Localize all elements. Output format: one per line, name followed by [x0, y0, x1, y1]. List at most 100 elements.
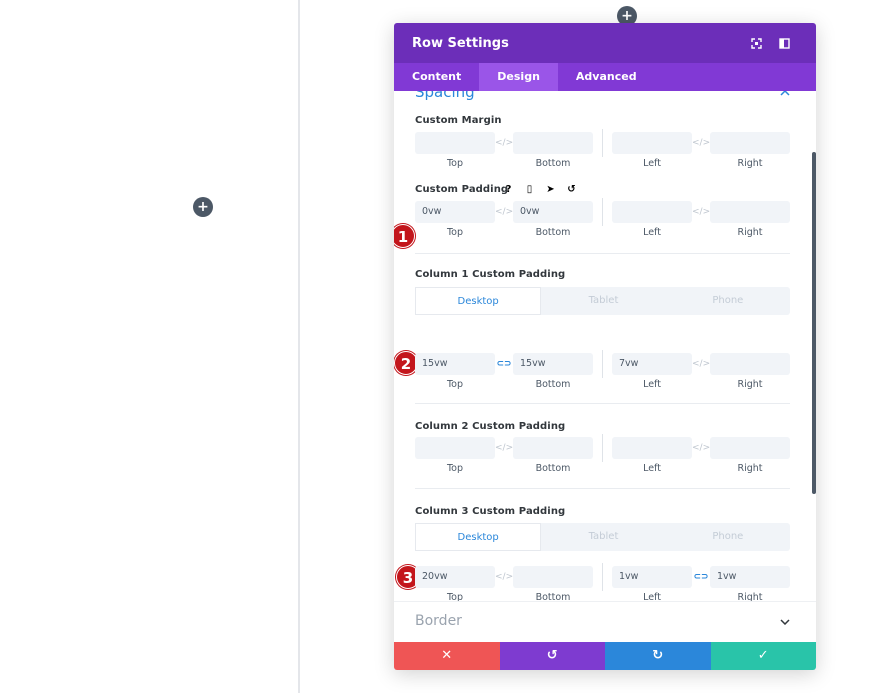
border-section-title[interactable]: Border — [415, 613, 462, 629]
col3-padding-row: 20vw </> 1vw ⊂⊃ 1vw Top Bottom Left Righ… — [415, 563, 790, 601]
modal-footer: ✕ ↺ ↻ ✓ — [394, 642, 816, 670]
col2-left-input[interactable] — [612, 437, 692, 459]
expand-icon[interactable] — [742, 33, 770, 53]
sub-label-bottom: Bottom — [535, 158, 571, 169]
divider — [602, 129, 603, 157]
sub-label-left: Left — [643, 592, 661, 601]
sub-label-bottom: Bottom — [535, 463, 571, 474]
sub-label-bottom: Bottom — [535, 227, 571, 238]
padding-option-icons: ? ▯ ➤ ↺ — [502, 184, 578, 195]
spacing-section-title[interactable]: Spacing — [415, 91, 475, 101]
row-settings-modal: Row Settings Content Design Advanced Spa… — [394, 23, 816, 670]
sub-label-left: Left — [643, 158, 661, 169]
sub-label-bottom: Bottom — [535, 379, 571, 390]
tab-design[interactable]: Design — [479, 63, 558, 91]
sub-label-right: Right — [737, 379, 763, 390]
col1-top-input[interactable]: 15vw — [415, 353, 495, 375]
link-icon[interactable]: ⊂⊃ — [496, 359, 512, 369]
col2-right-input[interactable] — [710, 437, 790, 459]
link-icon[interactable]: </> — [495, 443, 514, 453]
link-icon[interactable]: </> — [692, 138, 711, 148]
cancel-button[interactable]: ✕ — [394, 642, 500, 670]
col3-left-input[interactable]: 1vw — [612, 566, 692, 588]
add-module-button[interactable]: + — [193, 197, 213, 217]
col2-padding-label: Column 2 Custom Padding — [415, 421, 566, 432]
hover-icon[interactable]: ➤ — [546, 184, 555, 195]
custom-padding-label: Custom Padding — [415, 184, 509, 195]
col1-device-tabs: Desktop Tablet Phone — [415, 287, 790, 315]
tab-phone[interactable]: Phone — [712, 295, 744, 306]
col2-top-input[interactable] — [415, 437, 495, 459]
col1-left-input[interactable]: 7vw — [612, 353, 692, 375]
tab-tablet[interactable]: Tablet — [588, 531, 619, 542]
col2-bottom-input[interactable] — [513, 437, 593, 459]
col2-padding-row: </> </> Top Bottom Left Right — [415, 434, 790, 477]
chevron-up-icon[interactable] — [780, 91, 790, 99]
col1-bottom-input[interactable]: 15vw — [513, 353, 593, 375]
separator — [415, 403, 790, 404]
col3-right-input[interactable]: 1vw — [710, 566, 790, 588]
tab-advanced[interactable]: Advanced — [575, 70, 637, 83]
link-icon[interactable]: </> — [495, 207, 514, 217]
tab-tablet[interactable]: Tablet — [588, 295, 619, 306]
tab-content[interactable]: Content — [412, 70, 462, 83]
link-icon[interactable]: </> — [692, 359, 711, 369]
responsive-icon[interactable]: ▯ — [526, 184, 533, 195]
sub-label-bottom: Bottom — [535, 592, 571, 601]
modal-header: Row Settings — [394, 23, 816, 63]
custom-padding-row: 0vw </> 0vw </> Top Bottom Left Right — [415, 198, 790, 241]
redo-button[interactable]: ↻ — [605, 642, 711, 670]
col1-right-input[interactable] — [710, 353, 790, 375]
tab-desktop[interactable]: Desktop — [415, 287, 542, 315]
margin-right-input[interactable] — [710, 132, 790, 154]
column-divider — [298, 0, 300, 693]
col1-padding-label: Column 1 Custom Padding — [415, 269, 566, 280]
sub-label-top: Top — [446, 158, 464, 169]
separator — [415, 253, 790, 254]
step-marker-2: 2 — [394, 351, 418, 375]
sub-label-top: Top — [446, 592, 464, 601]
col3-bottom-input[interactable] — [513, 566, 593, 588]
link-icon[interactable]: ⊂⊃ — [693, 572, 709, 582]
link-icon[interactable]: </> — [692, 207, 711, 217]
margin-left-input[interactable] — [612, 132, 692, 154]
tab-desktop[interactable]: Desktop — [415, 523, 542, 551]
modal-body: Spacing Custom Margin </> </> Top Bottom… — [394, 91, 816, 601]
reset-icon[interactable]: ↺ — [567, 184, 576, 195]
undo-button[interactable]: ↺ — [499, 642, 605, 670]
sub-label-top: Top — [446, 379, 464, 390]
col1-padding-row: 15vw ⊂⊃ 15vw 7vw </> Top Bottom Left Rig… — [415, 350, 790, 393]
scrollbar[interactable] — [812, 152, 816, 494]
link-icon[interactable]: </> — [692, 443, 711, 453]
padding-right-input[interactable] — [710, 201, 790, 223]
modal-title: Row Settings — [412, 35, 509, 51]
link-icon[interactable]: </> — [495, 138, 514, 148]
padding-top-input[interactable]: 0vw — [415, 201, 495, 223]
add-row-button[interactable]: + — [617, 6, 637, 26]
padding-bottom-input[interactable]: 0vw — [513, 201, 593, 223]
custom-margin-label: Custom Margin — [415, 115, 502, 126]
margin-bottom-input[interactable] — [513, 132, 593, 154]
link-icon[interactable]: </> — [495, 572, 514, 582]
padding-left-input[interactable] — [612, 201, 692, 223]
sidebar-icon[interactable] — [770, 33, 798, 53]
help-icon[interactable]: ? — [505, 184, 512, 195]
border-section[interactable]: Border — [394, 601, 816, 643]
col3-device-tabs: Desktop Tablet Phone — [415, 523, 790, 551]
chevron-down-icon[interactable] — [780, 615, 790, 628]
save-button[interactable]: ✓ — [710, 642, 816, 670]
col3-padding-label: Column 3 Custom Padding — [415, 506, 566, 517]
sub-label-right: Right — [737, 592, 763, 601]
col3-top-input[interactable]: 20vw — [415, 566, 495, 588]
sub-label-right: Right — [737, 158, 763, 169]
tab-phone[interactable]: Phone — [712, 531, 744, 542]
step-marker-1: 1 — [394, 224, 415, 248]
sub-label-right: Right — [737, 463, 763, 474]
separator — [415, 488, 790, 489]
margin-top-input[interactable] — [415, 132, 495, 154]
sub-label-left: Left — [643, 379, 661, 390]
sub-label-top: Top — [446, 463, 464, 474]
divider — [602, 350, 603, 378]
sub-label-right: Right — [737, 227, 763, 238]
